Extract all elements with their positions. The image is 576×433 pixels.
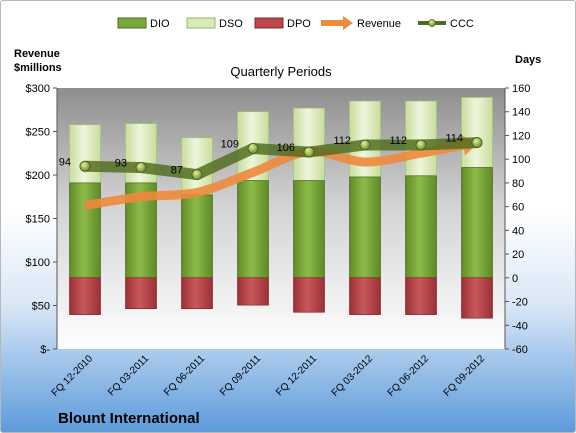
ccc-data-label: 112 — [333, 135, 351, 147]
left-tick-label: $200 — [26, 170, 50, 182]
left-tick-label: $- — [40, 344, 50, 356]
category-label: FQ 06-2012 — [386, 353, 432, 399]
ccc-data-label: 93 — [115, 157, 127, 169]
right-tick-label: 20 — [512, 249, 524, 261]
company-name: Blount International — [58, 410, 200, 427]
ccc-line — [79, 137, 483, 181]
ccc-point — [191, 169, 203, 181]
ccc-data-label: 106 — [277, 142, 295, 154]
ccc-series: 94 93 87 109 106 112 112 114 — [59, 133, 483, 181]
left-tick-label: $300 — [26, 83, 50, 95]
ccc-data-label: 94 — [59, 156, 71, 168]
ccc-point — [359, 139, 371, 151]
ccc-data-label: 114 — [445, 133, 463, 145]
ccc-data-label: 112 — [389, 135, 407, 147]
chart-title: Quarterly Periods — [230, 64, 332, 79]
legend-item-dpo: DPO — [254, 17, 311, 30]
legend-label-revenue: Revenue — [357, 18, 401, 30]
bar-dpo — [69, 277, 101, 315]
bar-dpo — [181, 277, 213, 310]
right-tick-label: 160 — [512, 83, 530, 95]
category-label: FQ 12-2010 — [50, 353, 96, 399]
legend-dot-ccc — [428, 19, 436, 27]
bar-dso — [405, 100, 437, 177]
legend-label-dso: DSO — [219, 18, 243, 30]
bar-dio — [349, 176, 381, 279]
left-axis-title-line-2: $millions — [14, 62, 62, 74]
category-label: FQ 03-2011 — [106, 353, 151, 398]
category-label: FQ 09-2011 — [218, 353, 263, 398]
bar-dio — [461, 167, 493, 279]
right-tick-label: -60 — [512, 344, 528, 356]
left-tick-label: $50 — [32, 301, 50, 313]
bar-dio — [405, 175, 437, 279]
right-tick-label: -40 — [512, 320, 528, 332]
bar-dpo — [125, 277, 157, 310]
ccc-point — [471, 137, 483, 148]
bar-dio — [181, 194, 213, 279]
category-label: FQ 06-2011 — [162, 353, 207, 398]
ccc-point — [135, 162, 147, 173]
bar-dio — [237, 180, 269, 279]
right-tick-label: -20 — [512, 297, 528, 309]
plot-area — [57, 88, 505, 349]
right-tick-label: 100 — [512, 154, 530, 166]
right-tick-label: 0 — [512, 273, 518, 285]
ccc-data-label: 109 — [221, 139, 239, 151]
left-tick-label: $250 — [26, 127, 50, 139]
category-label: FQ 12-2011 — [274, 353, 319, 398]
bar-dpo — [349, 277, 381, 315]
ccc-data-label: 87 — [171, 165, 183, 177]
right-axis-title: Days — [515, 54, 541, 66]
right-tick-label: 120 — [512, 130, 530, 142]
left-tick-label: $100 — [26, 257, 50, 269]
legend-arrow-revenue — [321, 16, 353, 30]
right-axis-ticks: -60 -40 -20 0 20 40 60 80 100 120 140 160 — [505, 83, 530, 356]
legend-item-dio: DIO — [117, 17, 170, 30]
right-tick-label: 40 — [512, 225, 524, 237]
ccc-point — [247, 143, 259, 154]
left-axis-title-line-1: Revenue — [14, 48, 60, 60]
right-tick-label: 140 — [512, 107, 530, 119]
left-axis-ticks: $- $50 $100 $150 $200 $250 $300 — [26, 83, 57, 356]
ccc-point — [415, 139, 427, 151]
bar-dso — [69, 124, 101, 184]
category-labels: FQ 12-2010 FQ 03-2011 FQ 06-2011 FQ 09-2011… — [50, 353, 488, 399]
legend-item-ccc: CCC — [418, 18, 474, 30]
bar-dio — [293, 180, 325, 279]
legend-swatch-dso — [186, 17, 216, 29]
legend-label-dpo: DPO — [287, 18, 311, 30]
category-label: FQ 09-2012 — [442, 353, 488, 399]
bar-dpo — [293, 277, 325, 313]
legend: DIO DSO DPO Revenue CCC — [117, 16, 474, 30]
bar-dpo — [405, 277, 437, 315]
bar-dso — [293, 107, 325, 181]
ccc-point — [79, 160, 91, 172]
legend-label-dio: DIO — [150, 18, 170, 30]
revenue-line — [84, 140, 465, 210]
legend-item-revenue: Revenue — [321, 16, 401, 30]
bar-dpo — [461, 277, 493, 319]
category-label: FQ 03-2012 — [330, 353, 376, 399]
legend-swatch-dpo — [254, 17, 284, 29]
legend-swatch-dio — [117, 17, 147, 29]
ccc-point — [303, 146, 315, 158]
legend-label-ccc: CCC — [450, 18, 474, 30]
bar-dso — [461, 97, 493, 168]
right-tick-label: 80 — [512, 178, 524, 190]
legend-item-dso: DSO — [186, 17, 243, 30]
right-tick-label: 60 — [512, 202, 524, 214]
bar-dio — [69, 182, 101, 279]
left-tick-label: $150 — [26, 214, 50, 226]
bar-dpo — [237, 277, 269, 306]
